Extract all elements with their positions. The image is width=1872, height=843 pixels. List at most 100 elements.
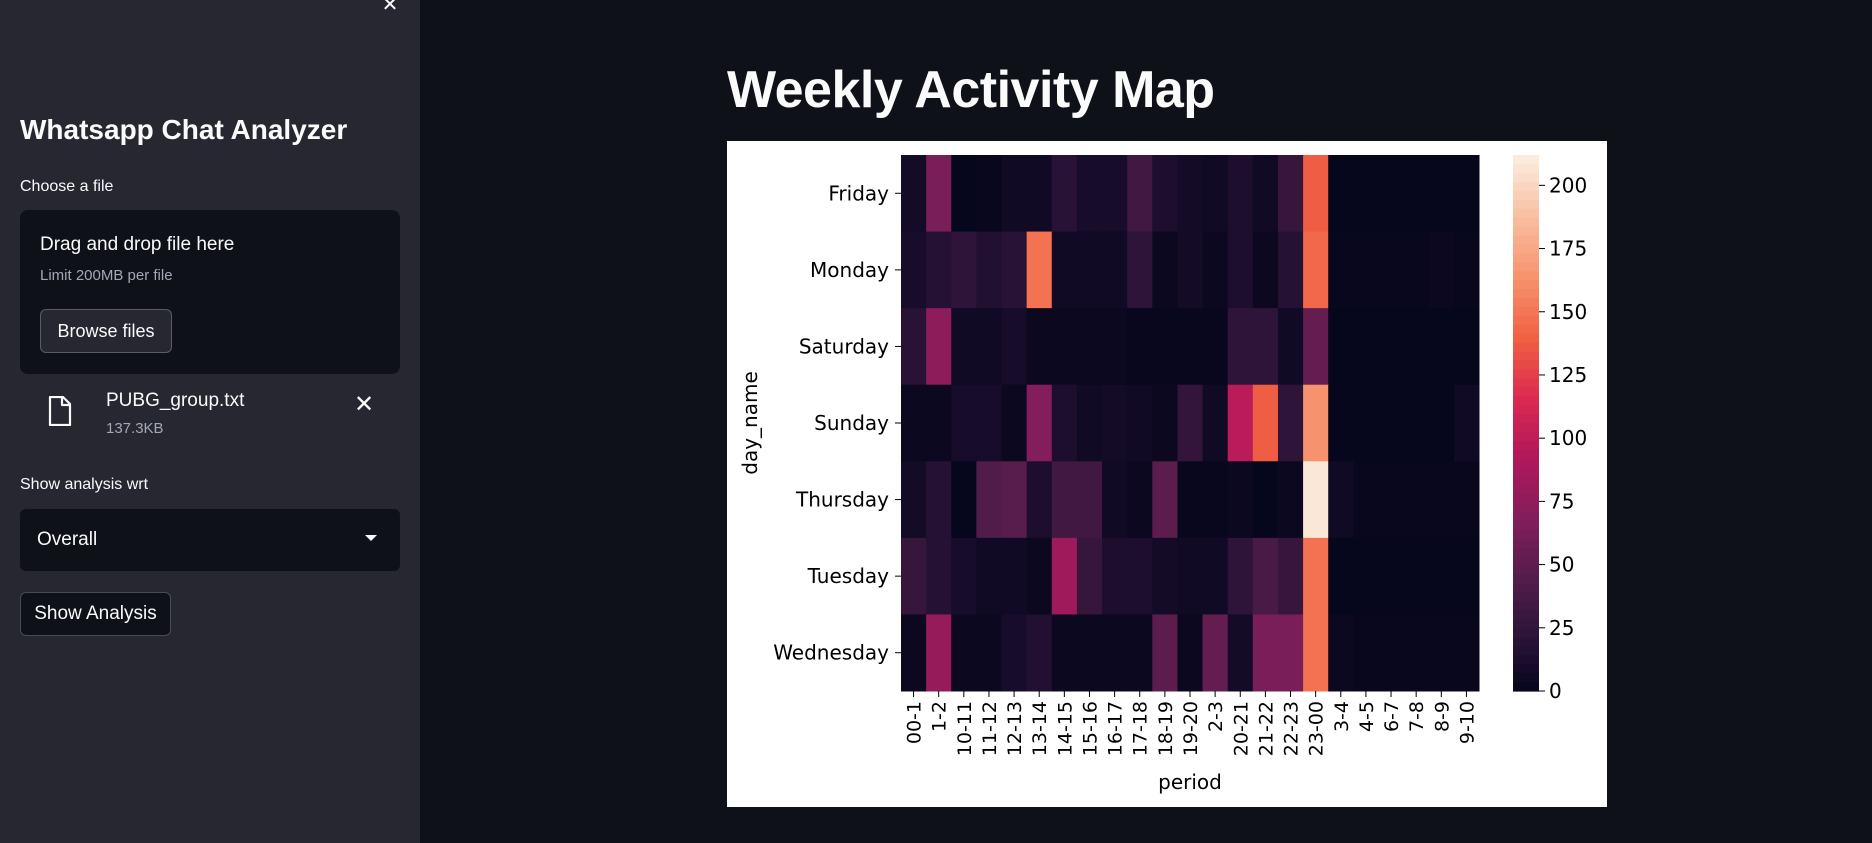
- analysis-select[interactable]: Overall: [20, 509, 400, 571]
- heatmap-cell: [1102, 308, 1128, 386]
- heatmap-cell: [1353, 537, 1379, 615]
- colorbar-tick-label: 200: [1549, 173, 1587, 197]
- heatmap-cell: [1202, 537, 1229, 615]
- heatmap-cell: [1076, 614, 1103, 692]
- app-title: Whatsapp Chat Analyzer: [20, 114, 348, 145]
- file-upload-label: Choose a file: [20, 178, 114, 195]
- heatmap-cell: [951, 461, 977, 539]
- x-axis-label: period: [1158, 770, 1222, 794]
- heatmap-cell: [1177, 308, 1204, 386]
- colorbar-segment: [1513, 637, 1539, 647]
- analysis-select-label: Show analysis wrt: [20, 476, 149, 493]
- heatmap-cell: [1403, 231, 1430, 309]
- heatmap-cell: [1277, 614, 1304, 692]
- colorbar-segment: [1513, 610, 1539, 621]
- colorbar-segment: [1513, 539, 1539, 549]
- colorbar-segment: [1513, 378, 1539, 388]
- heatmap-cell: [1353, 384, 1379, 462]
- colorbar-segment: [1513, 226, 1539, 236]
- heatmap-cell: [951, 155, 977, 233]
- heatmap-cell: [1127, 384, 1153, 462]
- heatmap-cell: [1177, 231, 1204, 309]
- heatmap-cell: [926, 537, 952, 615]
- remove-file-icon[interactable]: ✕: [353, 390, 375, 418]
- colorbar-segment: [1513, 190, 1539, 201]
- heatmap-cell: [1277, 461, 1304, 539]
- heatmap-cell: [1453, 537, 1480, 615]
- heatmap-cell: [1303, 308, 1329, 386]
- heatmap-cell: [1026, 231, 1053, 309]
- colorbar-tick-label: 150: [1549, 300, 1587, 324]
- heatmap-cell: [1001, 384, 1028, 462]
- colorbar-segment: [1513, 414, 1539, 424]
- heatmap-cell: [1403, 461, 1430, 539]
- colorbar-segment: [1513, 583, 1539, 594]
- heatmap-cell: [1001, 537, 1028, 615]
- colorbar-segment: [1513, 155, 1539, 165]
- file-dropzone[interactable]: Drag and drop file here Limit 200MB per …: [20, 210, 400, 374]
- heatmap-cell: [1428, 537, 1455, 615]
- y-tick-label: Thursday: [795, 488, 889, 512]
- heatmap-cell: [1102, 384, 1128, 462]
- heatmap-cell: [951, 384, 977, 462]
- x-tick-label: 20-21: [1230, 701, 1252, 756]
- x-tick-label: 17-18: [1130, 701, 1152, 756]
- heatmap-cell: [976, 614, 1003, 692]
- heatmap-cell: [1152, 155, 1178, 233]
- heatmap-cell: [951, 614, 977, 692]
- x-tick-label: 1-2: [929, 701, 951, 732]
- colorbar-segment: [1513, 574, 1539, 585]
- x-tick-label: 12-13: [1004, 701, 1026, 756]
- heatmap-cell: [1252, 384, 1279, 462]
- heatmap-cell: [976, 461, 1003, 539]
- colorbar-tick-label: 25: [1549, 616, 1574, 640]
- y-tick-label: Wednesday: [773, 641, 889, 665]
- heatmap-cell: [1227, 384, 1254, 462]
- heatmap-cell: [1403, 537, 1430, 615]
- heatmap-cell: [1051, 461, 1078, 539]
- heatmap-cell: [926, 231, 952, 309]
- heatmap-cell: [1026, 155, 1053, 233]
- heatmap-cell: [1076, 155, 1103, 233]
- browse-files-button[interactable]: Browse files: [40, 309, 172, 353]
- colorbar-segment: [1513, 297, 1539, 308]
- colorbar-segment: [1513, 405, 1539, 415]
- close-sidebar-icon[interactable]: ✕: [381, 0, 399, 16]
- heatmap-cell: [951, 308, 977, 386]
- show-analysis-button[interactable]: Show Analysis: [20, 592, 171, 636]
- colorbar-segment: [1513, 673, 1539, 683]
- heatmap-cell: [926, 384, 952, 462]
- heatmap-cell: [1328, 537, 1354, 615]
- heatmap-cell: [1152, 308, 1178, 386]
- heatmap-cell: [1328, 155, 1354, 233]
- colorbar-segment: [1513, 351, 1539, 362]
- heatmap-cell: [926, 308, 952, 386]
- heatmap-cell: [1277, 231, 1304, 309]
- heatmap-cell: [1001, 308, 1028, 386]
- colorbar-segment: [1513, 217, 1539, 228]
- colorbar-segment: [1513, 458, 1539, 469]
- colorbar-segment: [1513, 664, 1539, 674]
- heatmap-cell: [1076, 308, 1103, 386]
- heatmap-cell: [1277, 155, 1304, 233]
- heatmap-cell: [1303, 384, 1329, 462]
- heatmap-cell: [1428, 231, 1455, 309]
- heatmap-cell: [1277, 308, 1304, 386]
- colorbar-segment: [1513, 172, 1539, 183]
- heatmap-cell: [976, 231, 1003, 309]
- colorbar-segment: [1513, 280, 1539, 290]
- heatmap-cell: [1403, 155, 1430, 233]
- y-tick-label: Sunday: [814, 411, 889, 435]
- colorbar-segment: [1513, 289, 1539, 299]
- heatmap-cell: [1403, 384, 1430, 462]
- x-tick-label: 16-17: [1105, 701, 1127, 756]
- heatmap-cell: [901, 308, 927, 386]
- heatmap-cell: [1026, 308, 1053, 386]
- uploaded-file: PUBG_group.txt 137.3KB ✕: [20, 388, 400, 444]
- colorbar-segment: [1513, 592, 1539, 603]
- colorbar-segment: [1513, 423, 1539, 433]
- colorbar-segment: [1513, 503, 1539, 513]
- colorbar-segment: [1513, 208, 1539, 219]
- colorbar-segment: [1513, 619, 1539, 630]
- dropzone-title: Drag and drop file here: [40, 234, 235, 255]
